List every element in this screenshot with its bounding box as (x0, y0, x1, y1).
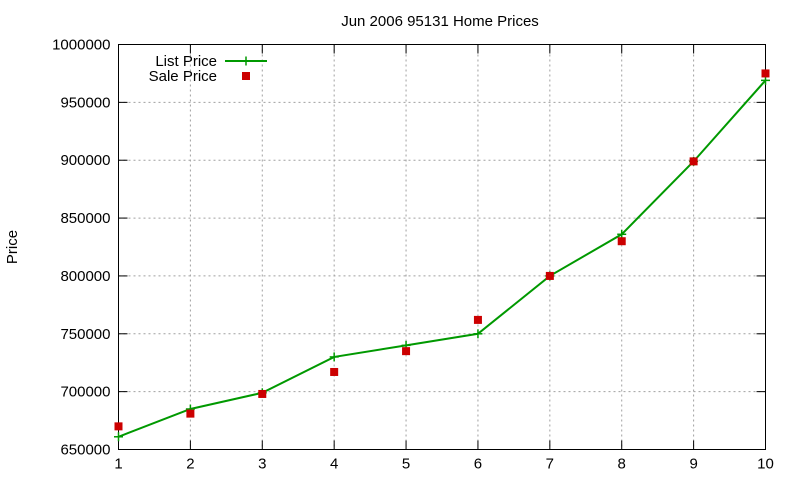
y-tick-label: 950000 (60, 94, 110, 111)
list-price-point (114, 432, 123, 442)
sale-price-point (545, 271, 554, 280)
list-price-series (114, 75, 770, 442)
sale-price-point (617, 237, 626, 246)
sale-price-point (689, 157, 698, 166)
list-price-point (473, 329, 483, 339)
list-price-point (329, 352, 339, 362)
x-tick-label: 7 (546, 456, 554, 473)
x-tick-label: 10 (757, 456, 774, 473)
sale-price-point (402, 347, 411, 356)
x-tick-label: 2 (186, 456, 194, 473)
sale-price-point (473, 315, 482, 324)
x-tick-label: 4 (330, 456, 338, 473)
sale-price-point (114, 422, 123, 431)
x-tick-label: 6 (474, 456, 482, 473)
list-price-line (118, 79, 767, 438)
y-tick-label: 1000000 (52, 37, 110, 54)
y-tick-label: 850000 (60, 210, 110, 227)
series-layer (114, 69, 770, 442)
legend-label: List Price (155, 53, 217, 70)
grid-layer (118, 44, 766, 450)
legend-item-sale-price: Sale Price (149, 68, 250, 85)
tick-layer: 650000 700000 750000 800000 850000 900000 9500… (52, 37, 774, 473)
legend-label: Sale Price (149, 68, 217, 85)
x-tick-label: 9 (689, 456, 697, 473)
y-tick-label: 800000 (60, 268, 110, 285)
x-tick-label: 1 (114, 456, 122, 473)
sale-price-point (186, 409, 195, 418)
y-tick-label: 700000 (60, 384, 110, 401)
y-tick-label: 650000 (60, 442, 110, 459)
x-tick-label: 3 (258, 456, 266, 473)
x-tick-label: 8 (618, 456, 626, 473)
y-axis-label: Price (4, 230, 21, 264)
sale-price-series (114, 69, 770, 431)
y-tick-label: 900000 (60, 152, 110, 169)
chart-title: Jun 2006 95131 Home Prices (341, 13, 539, 30)
plot-frame (118, 44, 766, 450)
sale-price-point (330, 367, 339, 376)
x-tick-label: 5 (402, 456, 410, 473)
y-tick-label: 750000 (60, 326, 110, 343)
sale-price-point (258, 389, 267, 398)
sale-price-point (761, 69, 770, 78)
legend-marker (242, 72, 250, 80)
legend-item-list-price: List Price (155, 53, 267, 70)
legend-marker (241, 56, 251, 66)
